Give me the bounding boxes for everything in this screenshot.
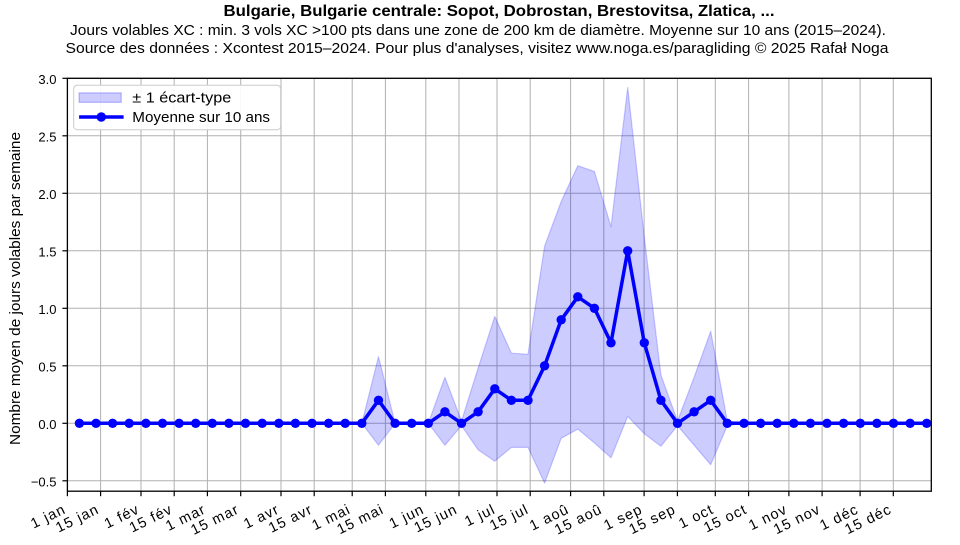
svg-text:2.5: 2.5 — [38, 129, 56, 144]
svg-text:Nombre moyen de jours volables: Nombre moyen de jours volables par semai… — [8, 132, 24, 445]
svg-text:2.0: 2.0 — [38, 187, 56, 202]
svg-text:Moyenne sur 10 ans: Moyenne sur 10 ans — [132, 109, 270, 126]
svg-text:Source des données : Xcontest: Source des données : Xcontest 2015–2024.… — [66, 41, 890, 57]
svg-text:± 1 écart-type: ± 1 écart-type — [132, 90, 231, 107]
svg-text:3.0: 3.0 — [38, 72, 56, 87]
svg-text:1.0: 1.0 — [38, 302, 56, 317]
svg-text:−0.5: −0.5 — [31, 474, 57, 489]
svg-text:Jours volables XC : min. 3 vol: Jours volables XC : min. 3 vols XC >100 … — [70, 23, 886, 39]
svg-text:Bulgarie, Bulgarie centrale: S: Bulgarie, Bulgarie centrale: Sopot, Dobr… — [224, 3, 775, 20]
svg-text:0.0: 0.0 — [38, 417, 56, 432]
svg-text:0.5: 0.5 — [38, 359, 56, 374]
svg-text:1.5: 1.5 — [38, 244, 56, 259]
